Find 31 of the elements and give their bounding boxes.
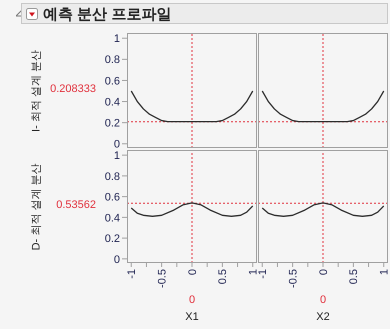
y-axis-title: D- 최적 설계 분산: [30, 164, 44, 250]
y-tick-label: 1: [114, 33, 120, 46]
y-tick-label: 0.8: [104, 170, 120, 183]
ref-line-label: 0: [320, 294, 326, 306]
ref-line-label: 0.208333: [49, 83, 96, 95]
y-tick-label: 0.2: [104, 118, 120, 130]
y-axis-title: I- 최적 설계 분산: [30, 50, 44, 132]
y-tick-label: 0.2: [104, 233, 120, 246]
y-tick-label: 0.6: [104, 75, 120, 88]
y-tick-label: 0: [114, 138, 120, 151]
x-tick-label: 0: [186, 269, 199, 276]
x-tick-label: -1: [126, 269, 138, 279]
x-axis-title: X1: [185, 311, 199, 323]
y-tick-label: 1: [114, 150, 120, 162]
x-tick-label: 0.5: [217, 269, 230, 284]
x-tick-label: 1: [248, 269, 260, 276]
ref-line-label: 0.53562: [55, 199, 96, 211]
chart-title: 예측 분산 프로파일: [43, 5, 172, 24]
x-tick-label: -0.5: [156, 269, 168, 288]
x-tick-label: 0: [318, 269, 330, 276]
x-tick-label: 1: [378, 269, 390, 276]
y-tick-label: 0: [114, 254, 120, 266]
x-tick-label: 0.5: [348, 269, 360, 284]
x-axis-title: X2: [316, 311, 330, 323]
ref-line-label: 0: [188, 294, 196, 306]
y-tick-label: 0.8: [104, 54, 120, 66]
x-tick-label: -1: [257, 269, 270, 279]
y-tick-label: 0.6: [104, 192, 120, 204]
x-tick-label: -0.5: [287, 269, 300, 288]
y-tick-label: 0.4: [104, 212, 120, 224]
y-tick-label: 0.4: [104, 96, 120, 108]
